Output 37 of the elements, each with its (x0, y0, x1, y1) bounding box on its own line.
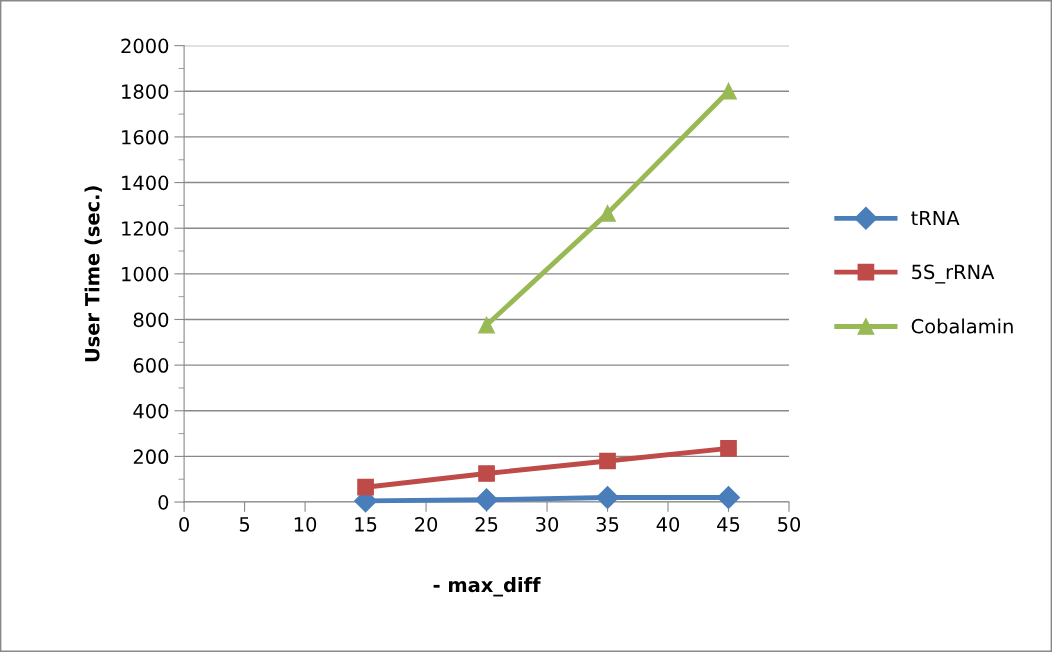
x-tick-label: 15 (355, 517, 377, 532)
y-tick-label: 0 (158, 495, 169, 510)
point (717, 485, 741, 509)
y-axis-title: User Time (sec.) (84, 186, 102, 362)
point (599, 205, 616, 222)
x-tick-label: 10 (294, 516, 317, 532)
y-tick-label: 1200 (122, 221, 169, 236)
point (357, 478, 374, 496)
x-tick-label: 35 (596, 516, 619, 532)
y-tick-label: 400 (133, 403, 169, 419)
y-tick-label: 600 (133, 358, 169, 373)
x-tick-label: 40 (656, 516, 680, 532)
y-tick-label: 1600 (122, 129, 169, 145)
legend-label: 5S_rRNA (912, 264, 995, 284)
point (720, 82, 737, 100)
x-tick-label: 30 (536, 516, 559, 532)
legend-label: tRNA (911, 210, 960, 226)
x-tick-label: 25 (475, 516, 498, 532)
point (475, 488, 499, 512)
y-tick-label: 1800 (122, 84, 169, 99)
x-tick-label: 20 (415, 516, 438, 532)
point (478, 316, 495, 334)
x-tick-label: 0 (179, 516, 189, 532)
x-tick-label: 50 (778, 516, 801, 532)
y-tick-label: 200 (133, 449, 169, 465)
y-tick-label: 1000 (122, 266, 169, 282)
x-tick-label: 45 (717, 517, 740, 532)
y-tick-label: 1400 (122, 175, 169, 191)
point (599, 452, 616, 470)
legend-label: Cobalamin (911, 318, 1013, 334)
point (478, 465, 495, 482)
x-tick-label: 5 (239, 517, 250, 532)
x-axis-title: - max_diff (433, 577, 541, 597)
y-tick-label: 2000 (121, 38, 169, 54)
point (596, 485, 620, 509)
point (720, 440, 737, 457)
y-tick-label: 800 (133, 312, 169, 328)
